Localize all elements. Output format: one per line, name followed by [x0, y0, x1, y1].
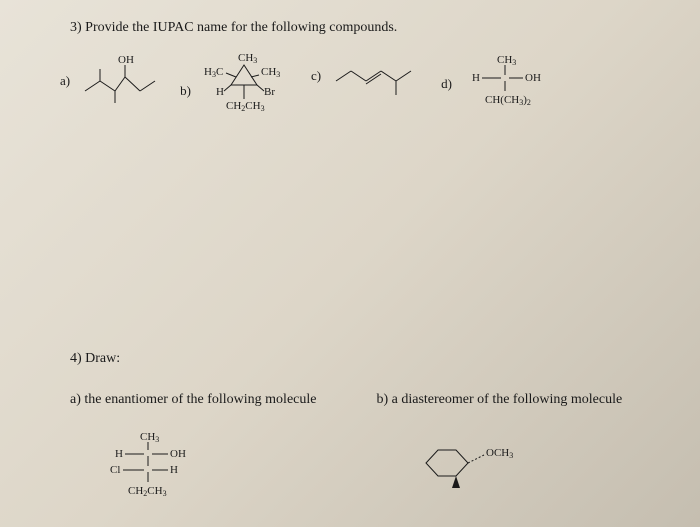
- ch3-d: CH3: [497, 54, 516, 67]
- ch2ch3-4a: CH2CH3: [128, 485, 167, 498]
- ch3-4a: CH3: [140, 431, 159, 444]
- label-c: c): [311, 68, 321, 84]
- label-d: d): [441, 76, 452, 92]
- label-a: a): [60, 73, 70, 89]
- h3c-left: H3C: [204, 66, 223, 79]
- compound-c: c): [311, 51, 426, 101]
- question-4-title: 4) Draw:: [70, 351, 660, 367]
- h-label: H: [216, 86, 224, 98]
- oh-d: OH: [525, 72, 541, 84]
- ch3-right: CH3: [261, 66, 280, 79]
- ch3-top: CH3: [238, 52, 257, 65]
- structure-4a: CH3 H OH Cl H CH2CH3: [100, 428, 210, 508]
- oh-4a: OH: [170, 448, 186, 460]
- q4-a-text: a) the enantiomer of the following molec…: [70, 392, 316, 408]
- och3-4b: OCH3: [486, 447, 513, 460]
- structure-b: CH3 H3C CH3 H Br CH2CH3: [196, 51, 296, 131]
- h2-4a: H: [170, 464, 178, 476]
- structure-4b: OCH3: [406, 428, 546, 498]
- compound-b: b) CH3 H3C CH3 H Br CH2CH3: [180, 51, 296, 131]
- ch2ch3-label: CH2CH3: [226, 100, 265, 113]
- chch32-d: CH(CH3)2: [485, 94, 531, 107]
- h1-4a: H: [115, 448, 123, 460]
- structure-c: [326, 51, 426, 101]
- q4-b-text: b) a diastereomer of the following molec…: [376, 392, 622, 408]
- cl-4a: Cl: [110, 464, 120, 476]
- question-3-title: 3) Provide the IUPAC name for the follow…: [70, 20, 660, 36]
- h-d: H: [472, 72, 480, 84]
- structure-d: CH3 H OH CH(CH3)2: [457, 51, 552, 116]
- compound-d: d) CH3 H OH CH(CH3)2: [441, 51, 552, 116]
- compounds-row: a) OH b) CH3 H3C: [60, 51, 660, 131]
- oh-label: OH: [118, 54, 134, 66]
- compound-a: a) OH: [60, 51, 165, 111]
- label-b: b): [180, 83, 191, 99]
- br-label: Br: [264, 86, 275, 98]
- structure-a: OH: [75, 51, 165, 111]
- question-4-section: 4) Draw: a) the enantiomer of the follow…: [70, 351, 660, 513]
